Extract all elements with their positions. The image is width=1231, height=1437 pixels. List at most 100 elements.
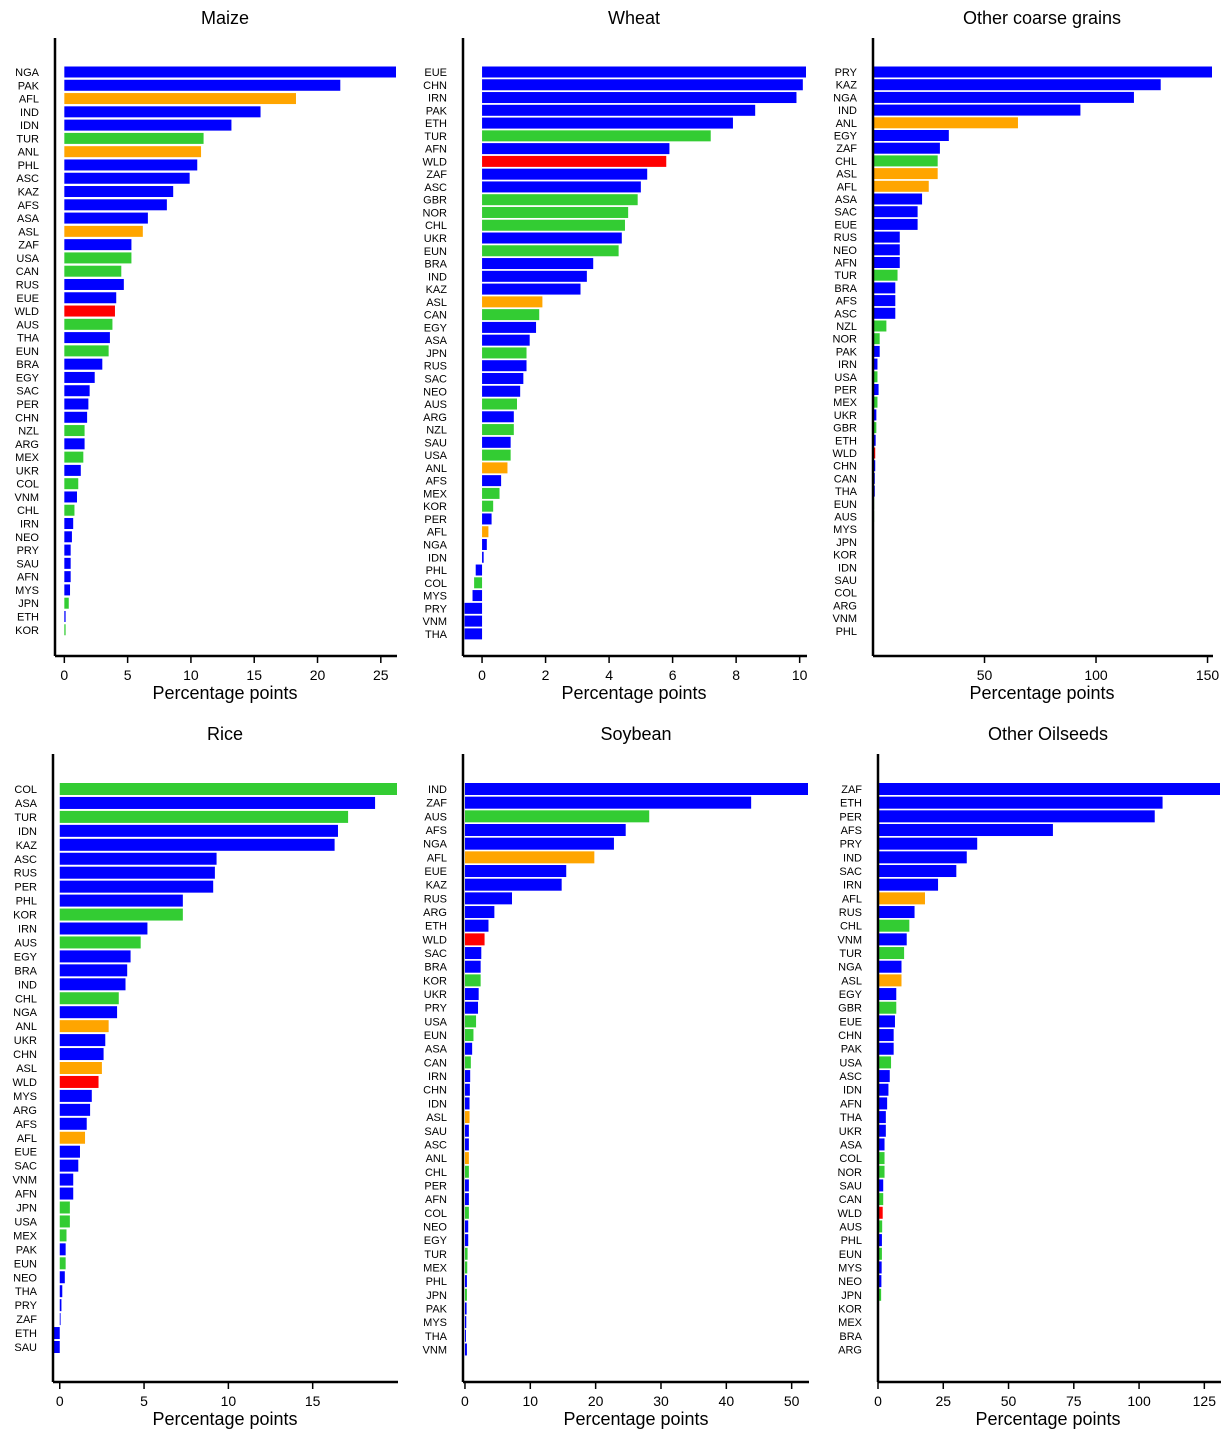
chart-panel: Other coarse grains PRY KAZ NGA IND ANL EGY ZAF… <box>820 0 1230 716</box>
category-label: ASL <box>426 1112 447 1124</box>
bar-sau <box>464 1124 469 1137</box>
category-label: BRA <box>839 1331 862 1343</box>
bar-vnm <box>464 1343 467 1356</box>
category-label: JPN <box>426 1290 447 1302</box>
x-tick-label: 15 <box>305 1393 321 1409</box>
bar-ukr <box>464 988 479 1001</box>
category-label: PAK <box>16 1244 38 1256</box>
category-label: AFS <box>426 476 447 488</box>
category-label: PRY <box>425 1003 448 1015</box>
bar-jpn <box>878 1288 882 1301</box>
bar-chart: Rice COL ASA TUR IDN KAZ ASC RUS PER PHL KOR IRNAUS… <box>13 724 398 1429</box>
category-label: NGA <box>838 962 863 974</box>
bar-ind <box>482 270 587 282</box>
bar-aus <box>878 1220 883 1233</box>
bar-eue <box>482 66 806 78</box>
x-tick-label: 75 <box>1066 1393 1082 1409</box>
category-label: USA <box>16 253 39 265</box>
category-label: EUE <box>424 67 447 79</box>
bar-mex <box>59 1229 67 1242</box>
category-label: EUN <box>424 246 447 258</box>
bar-eun <box>64 345 109 357</box>
bar-pry <box>464 602 483 614</box>
category-label: ASC <box>424 1139 447 1151</box>
category-label: NEO <box>423 386 447 398</box>
category-label: MEX <box>833 397 858 409</box>
chart-title: Other coarse grains <box>963 8 1121 28</box>
category-label: TUR <box>424 131 447 143</box>
bar-afn <box>482 143 670 155</box>
bar-idn <box>59 824 338 837</box>
category-label: NGA <box>15 67 40 79</box>
category-label: SAC <box>424 373 447 385</box>
bar-asc <box>878 1070 890 1083</box>
x-tick-label: 100 <box>1127 1393 1151 1409</box>
x-tick-label: 0 <box>478 667 486 683</box>
category-label: ASA <box>425 335 448 347</box>
bar-chl <box>464 1165 469 1178</box>
category-label: ASA <box>840 1139 863 1151</box>
bar-aus <box>59 936 141 949</box>
category-label: IRN <box>18 924 37 936</box>
category-label: WLD <box>423 156 448 168</box>
category-label: KAZ <box>426 880 448 892</box>
chart-title: Soybean <box>600 724 671 744</box>
category-label: ANL <box>18 147 39 159</box>
x-axis-label: Percentage points <box>152 1409 297 1429</box>
category-label: ETH <box>15 1328 37 1340</box>
category-label: PRY <box>15 1300 38 1312</box>
bar-jpn <box>464 1288 467 1301</box>
category-label: NOR <box>423 207 448 219</box>
bar-ind <box>873 104 1081 116</box>
x-tick-label: 50 <box>1001 1393 1017 1409</box>
category-label: EGY <box>424 1235 448 1247</box>
bar-usa <box>59 1215 70 1228</box>
bar-egy <box>482 321 537 333</box>
bar-nzl <box>482 424 514 436</box>
bar-eth <box>482 117 733 129</box>
category-label: MYS <box>423 591 447 603</box>
category-label: COL <box>16 479 39 491</box>
category-label: IRN <box>428 1071 447 1083</box>
category-label: CAN <box>424 1057 447 1069</box>
category-label: IDN <box>428 1098 447 1110</box>
bar-idn <box>878 1083 889 1096</box>
category-label: ANL <box>836 118 857 130</box>
category-label: AFN <box>17 572 39 584</box>
bar-gbr <box>878 1001 897 1014</box>
category-label: AFS <box>16 1119 37 1131</box>
bar-tur <box>878 947 905 960</box>
category-label: ETH <box>425 921 447 933</box>
x-tick-label: 25 <box>935 1393 951 1409</box>
category-label: CHL <box>17 505 39 517</box>
category-label: JPN <box>16 1203 37 1215</box>
bar-neo <box>482 385 521 397</box>
bar-asa <box>464 1042 473 1055</box>
bar-phl <box>59 894 183 907</box>
x-axis-label: Percentage points <box>152 683 297 703</box>
category-label: PER <box>16 399 39 411</box>
category-label: BRA <box>16 359 39 371</box>
bar-afs <box>482 475 502 487</box>
bar-irn <box>464 1070 471 1083</box>
category-label: ZAF <box>841 784 862 796</box>
category-label: ANL <box>16 1021 37 1033</box>
bar-wld <box>482 155 667 167</box>
category-label: BRA <box>424 259 447 271</box>
category-label: VNM <box>838 934 862 946</box>
bar-tha <box>59 1285 63 1298</box>
bar-chart: Other coarse grains PRYKAZNGAINDANLEGYZAF… <box>833 8 1220 703</box>
bar-asa <box>873 193 923 205</box>
x-tick-label: 10 <box>183 667 199 683</box>
bar-pry <box>464 1001 479 1014</box>
bar-nor <box>873 333 880 345</box>
bar-kor <box>464 974 481 987</box>
bar-chn <box>59 1048 104 1061</box>
category-label: WLD <box>833 448 858 460</box>
bar-vnm <box>64 491 77 503</box>
category-label: PRY <box>425 603 448 615</box>
category-label: CHL <box>840 921 862 933</box>
category-label: CHL <box>425 1167 447 1179</box>
bar-tha <box>878 1111 886 1124</box>
